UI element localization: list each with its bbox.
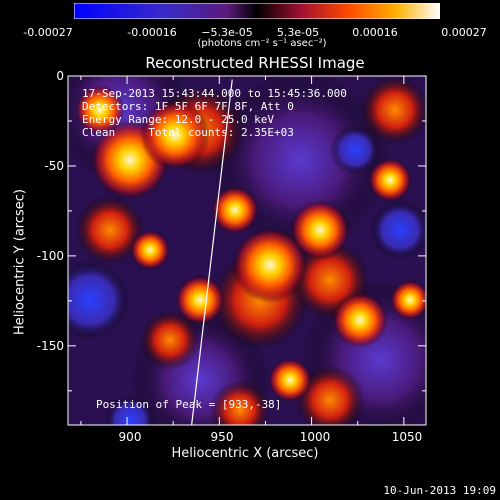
limb-line — [191, 79, 233, 426]
y-tick-label: 0 — [56, 69, 64, 83]
heatmap-texture — [175, 275, 225, 325]
y-tick-label: -150 — [36, 339, 64, 353]
heatmap-texture — [332, 292, 388, 348]
heatmap-texture — [140, 100, 210, 170]
heatmap-texture — [75, 85, 125, 135]
chart-title: Reconstructed RHESSI Image — [145, 54, 365, 72]
y-axis-label: Heliocentric Y (arcsec) — [12, 189, 28, 335]
heatmap-texture — [295, 365, 365, 425]
heatmap-image — [68, 76, 426, 425]
heatmap-texture — [268, 358, 312, 402]
x-tick-label: 900 — [118, 430, 142, 444]
colorbar-tick-label: 5.3e-05 — [276, 26, 320, 39]
y-tick-label: -100 — [36, 249, 64, 263]
colorbar-tick-label: −5.3e-05 — [201, 26, 253, 39]
timestamp: 10-Jun-2013 19:09 — [383, 484, 496, 497]
heatmap-texture — [390, 280, 426, 320]
heatmap-texture — [140, 310, 200, 370]
x-tick-label: 1050 — [391, 430, 423, 444]
heatmap-texture — [330, 125, 380, 175]
heatmap-texture — [105, 395, 155, 425]
x-axis-label: Heliocentric X (arcsec) — [171, 446, 319, 461]
colorbar-tick-label: -0.00016 — [127, 26, 177, 39]
heatmap-texture — [130, 230, 170, 270]
colorbar-tick-label: 0.00027 — [441, 26, 487, 39]
heatmap-texture — [290, 200, 350, 260]
colorbar-tick-label: 0.00016 — [352, 26, 398, 39]
x-tick-label: 950 — [210, 430, 234, 444]
annotation-total-counts: Clean Total counts: 2.35E+03 — [82, 126, 294, 139]
colorbar-gradient — [74, 3, 440, 19]
colorbar-units: (photons cm⁻² s⁻¹ asec⁻²) — [197, 38, 327, 49]
heatmap-texture — [210, 380, 270, 425]
heatmap-texture — [211, 186, 259, 234]
y-tick-label: -50 — [44, 159, 64, 173]
axis-ticks — [68, 75, 426, 425]
heatmap-texture — [370, 200, 426, 260]
heatmap-texture — [232, 227, 308, 303]
colorbar — [74, 3, 440, 19]
colorbar-tick-label: -0.00027 — [23, 26, 73, 39]
heatmap-texture — [75, 195, 145, 265]
plot-frame — [67, 75, 427, 426]
heatmap-texture — [68, 260, 130, 340]
peak-position-label: Position of Peak = [933,-38] — [96, 398, 282, 411]
annotation-time-range: 17-Sep-2013 15:43:44.000 to 15:45:36.000 — [82, 87, 347, 100]
x-tick-label: 1000 — [299, 430, 331, 444]
annotation-detectors: Detectors: 1F 5F 6F 7F 8F, Att 0 — [82, 100, 294, 113]
heatmap-texture — [360, 76, 426, 145]
annotation-energy-range: Energy Range: 12.0 - 25.0 keV — [82, 113, 275, 126]
heatmap-texture — [368, 158, 412, 202]
